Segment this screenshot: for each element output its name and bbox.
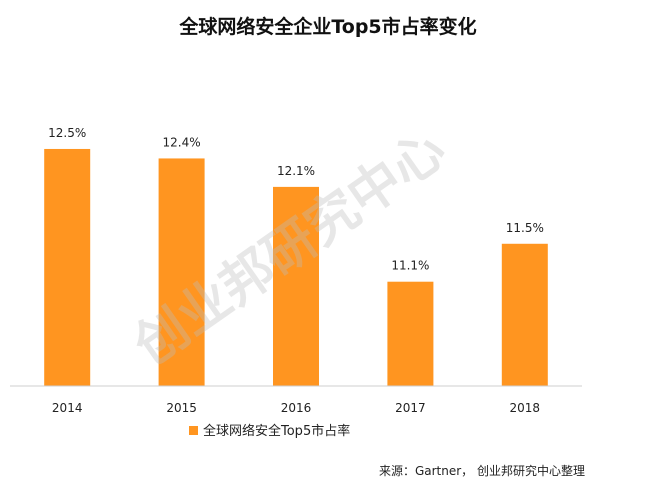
data-label-2017: 11.1% <box>391 259 429 273</box>
bar-2015 <box>158 158 205 386</box>
data-label-2015: 12.4% <box>163 135 201 149</box>
x-tick-2017: 2017 <box>395 401 426 415</box>
bar-2017 <box>387 281 434 386</box>
x-tick-2016: 2016 <box>281 401 312 415</box>
x-tick-2015: 2015 <box>166 401 197 415</box>
legend-label: 全球网络安全Top5市占率 <box>203 423 350 439</box>
bars-group <box>44 148 548 386</box>
data-label-2014: 12.5% <box>48 126 86 140</box>
data-label-2018: 11.5% <box>506 221 544 235</box>
bar-2016 <box>273 186 319 386</box>
x-tick-2018: 2018 <box>510 401 541 415</box>
bar-2014 <box>44 148 91 386</box>
chart-title: 全球网络安全企业Top5市占率变化 <box>178 15 476 38</box>
bar-2018 <box>501 243 548 386</box>
source-note: 来源：Gartner， 创业邦研究中心整理 <box>379 463 585 478</box>
legend-swatch <box>189 426 198 435</box>
data-labels-group: 12.5% 12.4% 12.1% 11.1% 11.5% <box>48 126 544 273</box>
x-tick-2014: 2014 <box>52 401 83 415</box>
data-label-2016: 12.1% <box>277 164 315 178</box>
legend: 全球网络安全Top5市占率 <box>189 423 350 439</box>
x-tick-labels: 2014 2015 2016 2017 2018 <box>52 401 540 415</box>
